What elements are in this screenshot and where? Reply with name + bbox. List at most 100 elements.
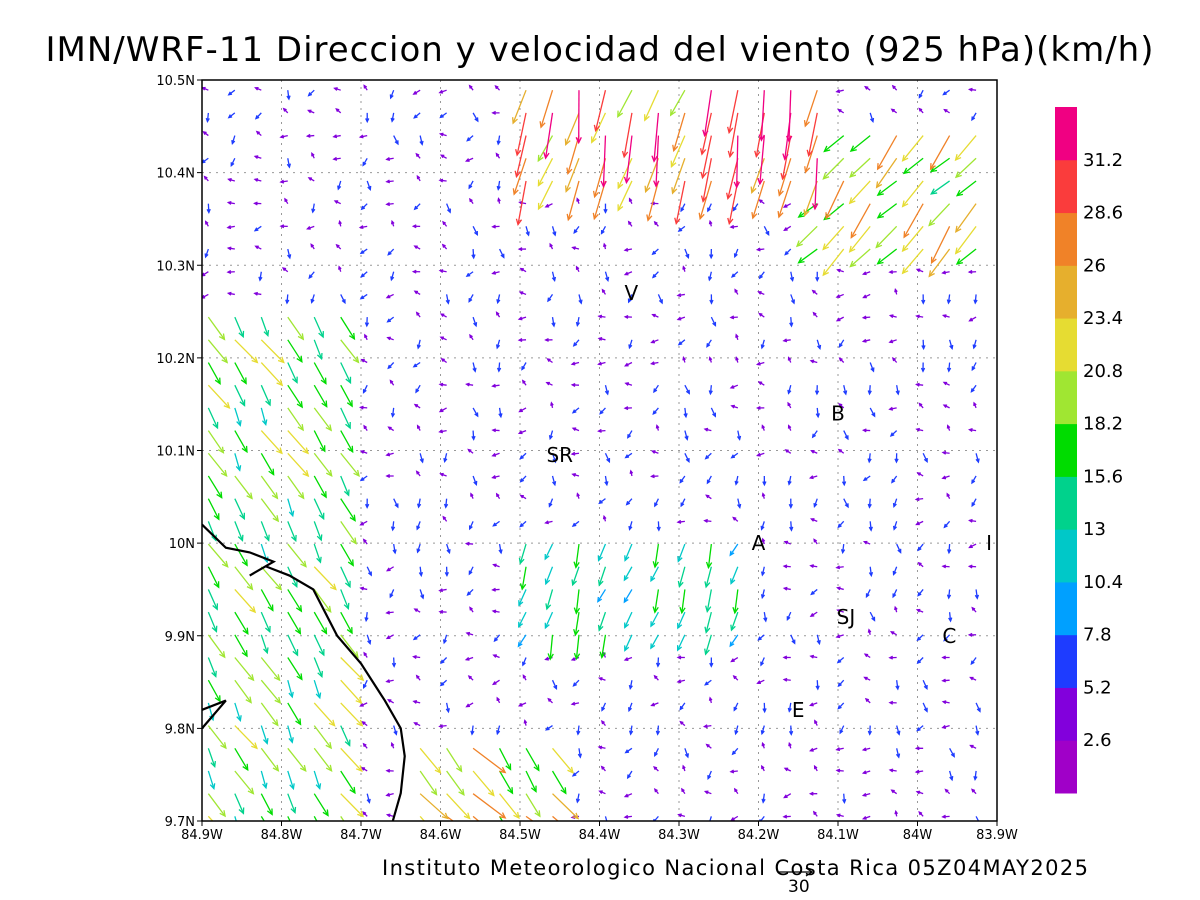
wind-vector [836,657,845,664]
wind-vector [653,788,659,795]
wind-vector [287,589,303,613]
wind-vector [704,679,712,686]
wind-vector [760,339,765,350]
wind-vector [362,384,368,394]
wind-vector [876,135,898,171]
wind-vector [390,112,395,123]
wind-vector [787,401,792,409]
wind-vector [682,265,686,272]
wind-vector [517,429,527,435]
wind-vector [311,152,315,159]
y-axis-ticks: 9.7N 9.8N 9.9N 10N 10.1N 10.2N 10.3N 10.4N 10.5N [156,74,202,830]
wind-vector [340,520,357,545]
wind-vector [227,112,236,119]
wind-vector [340,679,363,705]
wind-vector [412,634,421,641]
wind-vector [917,561,924,568]
wind-vector [286,158,292,169]
wind-vector [313,816,318,821]
wind-vector [468,180,474,190]
wind-vector [730,271,739,278]
wind-vector [358,134,368,139]
wind-vector [464,157,474,162]
colorbar-segment [1055,581,1077,636]
wind-vector [677,543,686,563]
wind-vector [419,589,425,600]
wind-vector [737,498,742,509]
coastline [202,523,406,821]
wind-vector [849,135,871,153]
wind-vector [627,294,633,304]
wind-vector [954,135,977,162]
wind-vector [700,135,712,180]
wind-vector [861,815,871,820]
wind-vector [729,634,739,648]
wind-vector [525,793,541,818]
wind-vector [922,679,928,691]
wind-vector [415,152,421,159]
wind-vector [387,699,394,704]
wind-vector [226,269,235,274]
wind-vector [499,816,504,821]
wind-vector [865,589,871,599]
y-tick-label: 9.9N [165,630,195,645]
wind-vector [809,611,818,618]
wind-vector [313,543,322,564]
reference-vector-arrow [778,867,814,877]
wind-vector [416,339,421,350]
wind-vector [677,339,686,346]
wind-vector [729,543,739,557]
wind-vector [491,270,500,275]
y-tick-label: 10.1N [156,445,195,460]
wind-vector [888,269,897,274]
wind-vector [392,543,397,555]
wind-vector [915,790,924,795]
wind-vector [706,475,712,485]
wind-vector [415,311,421,318]
wind-vector [670,135,686,169]
wind-vector [470,492,474,499]
wind-vector [258,271,263,282]
wind-vector [811,430,818,439]
wind-vector [231,135,236,146]
wind-vector [650,450,659,454]
wind-vector [340,316,356,341]
wind-vector [862,293,871,299]
wind-vector [679,720,686,727]
wind-vector [946,362,952,373]
wind-vector [761,741,766,749]
wind-vector [676,316,686,321]
wind-vector [514,135,527,179]
wind-vector [735,333,739,341]
wind-vector [499,770,514,795]
wind-vector [472,407,479,418]
wind-vector [438,382,447,387]
wind-vector [279,224,288,229]
wind-vector [340,634,359,659]
wind-vector [438,89,447,94]
wind-vector [760,725,765,736]
wind-vector [260,384,271,407]
wind-vector [969,744,977,749]
wind-vector [438,178,447,183]
wind-vector [440,358,448,364]
wind-vector [894,287,898,295]
colorbar-segment [1055,687,1077,741]
wind-vector [340,816,345,821]
wind-vector [439,313,447,318]
wind-vector [930,180,950,195]
wind-vector [861,747,871,752]
wind-vector [602,242,607,250]
wind-vector [784,248,792,256]
wind-vector [812,810,818,817]
wind-vector [416,543,421,554]
wind-vector [202,131,209,137]
wind-vector [758,90,765,142]
wind-vector [815,680,820,691]
wind-vector [814,719,818,726]
wind-vector [843,498,849,509]
wind-vector [207,748,217,768]
wind-vector [783,540,792,545]
wind-vector [654,747,659,757]
wind-vector [469,197,474,205]
